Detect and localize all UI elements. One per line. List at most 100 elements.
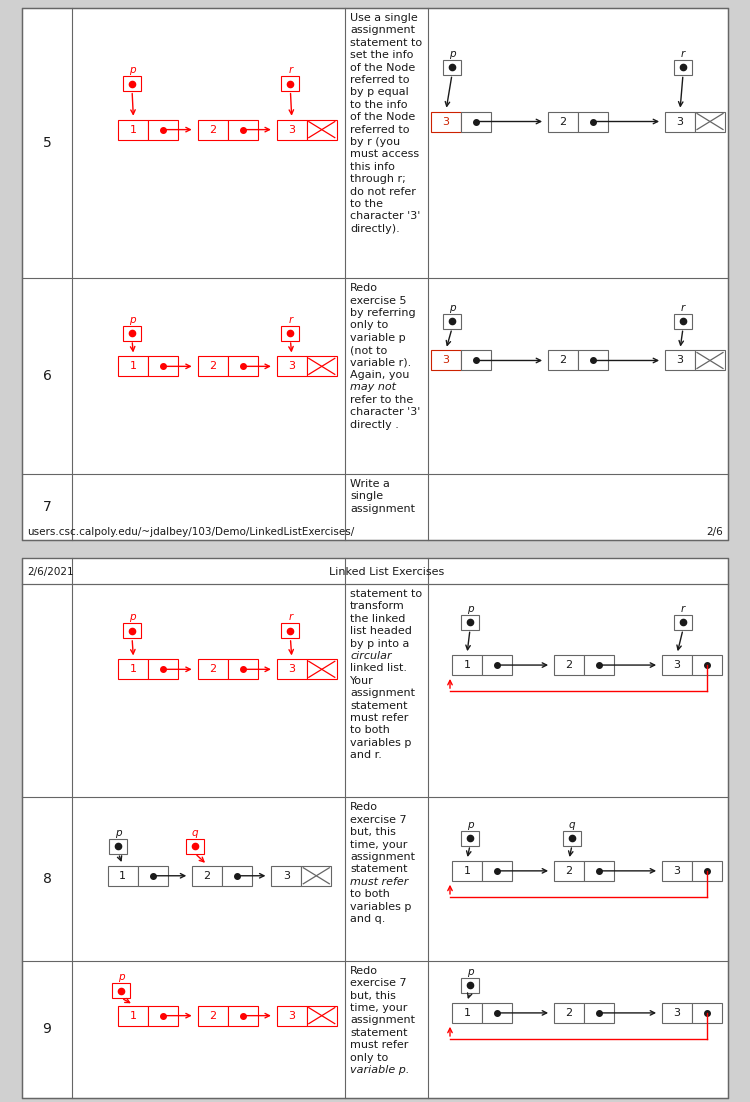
Bar	[584, 655, 614, 676]
Bar	[137, 866, 167, 886]
Bar	[452, 655, 482, 676]
Bar	[662, 1003, 692, 1023]
Bar	[107, 866, 137, 886]
Text: p: p	[448, 303, 455, 313]
Text: assignment: assignment	[350, 852, 415, 862]
Text: 1: 1	[130, 361, 137, 371]
Text: 3: 3	[288, 1011, 296, 1020]
Text: 1: 1	[130, 665, 137, 674]
Bar	[554, 861, 584, 880]
Text: 3: 3	[283, 871, 290, 880]
Bar	[482, 1003, 512, 1023]
Text: by referring: by referring	[350, 309, 416, 318]
Bar	[443, 60, 461, 75]
Text: r: r	[288, 65, 292, 75]
Text: by p into a: by p into a	[350, 638, 410, 649]
Bar	[578, 111, 608, 131]
Bar	[123, 624, 141, 638]
Text: 3: 3	[288, 665, 296, 674]
Text: assignment: assignment	[350, 25, 415, 35]
Text: set the info: set the info	[350, 51, 413, 61]
Bar	[148, 659, 178, 679]
Bar	[118, 356, 148, 377]
Text: 1: 1	[119, 871, 126, 880]
Text: 2: 2	[560, 356, 566, 366]
Bar	[302, 866, 332, 886]
Bar	[227, 356, 257, 377]
Text: through r;: through r;	[350, 174, 406, 184]
Text: this info: this info	[350, 162, 394, 172]
Text: 2: 2	[209, 125, 216, 134]
Text: q: q	[568, 820, 575, 830]
Bar	[461, 831, 479, 845]
Text: referred to: referred to	[350, 125, 410, 134]
Text: circular: circular	[350, 651, 392, 661]
Text: 2: 2	[566, 1008, 572, 1018]
Bar	[22, 8, 728, 540]
Bar	[692, 1003, 722, 1023]
Bar	[227, 120, 257, 140]
Text: statement: statement	[350, 701, 407, 711]
Text: 2/6: 2/6	[706, 527, 723, 537]
Bar	[281, 76, 299, 91]
Text: 3: 3	[674, 1008, 680, 1018]
Text: Use a single: Use a single	[350, 13, 418, 23]
Text: 3: 3	[674, 866, 680, 876]
Bar	[118, 120, 148, 140]
Text: variable p.: variable p.	[350, 1065, 410, 1074]
Text: r: r	[681, 48, 686, 58]
Bar	[695, 350, 725, 370]
Text: variable p: variable p	[350, 333, 406, 343]
Bar	[554, 1003, 584, 1023]
Bar	[277, 120, 307, 140]
Bar	[674, 314, 692, 328]
Bar	[272, 866, 302, 886]
Text: exercise 5: exercise 5	[350, 295, 406, 305]
Text: linked list.: linked list.	[350, 663, 407, 673]
Text: 3: 3	[442, 117, 449, 127]
Text: do not refer: do not refer	[350, 186, 416, 196]
Text: 2: 2	[566, 866, 572, 876]
Text: by p equal: by p equal	[350, 87, 409, 97]
Bar	[307, 1006, 337, 1026]
Bar	[584, 1003, 614, 1023]
Text: (not to: (not to	[350, 345, 387, 355]
Text: but, this: but, this	[350, 991, 396, 1001]
Bar	[674, 60, 692, 75]
Text: 1: 1	[464, 866, 470, 876]
Bar	[118, 1006, 148, 1026]
Bar	[443, 314, 461, 328]
Bar	[662, 861, 692, 880]
Bar	[578, 350, 608, 370]
Bar	[584, 861, 614, 880]
Bar	[692, 861, 722, 880]
Bar	[554, 655, 584, 676]
Text: users.csc.calpoly.edu/~jdalbey/103/Demo/LinkedListExercises/: users.csc.calpoly.edu/~jdalbey/103/Demo/…	[27, 527, 354, 537]
Text: the linked: the linked	[350, 614, 405, 624]
Text: assignment: assignment	[350, 504, 415, 514]
Text: p: p	[118, 972, 124, 983]
Bar	[227, 659, 257, 679]
Bar	[197, 659, 227, 679]
Text: 2: 2	[566, 660, 572, 670]
Text: variable r).: variable r).	[350, 358, 411, 368]
Bar	[123, 76, 141, 91]
Text: and r.: and r.	[350, 750, 382, 760]
Text: 2: 2	[209, 1011, 216, 1020]
Bar	[665, 111, 695, 131]
Text: 2/6/2021: 2/6/2021	[27, 568, 74, 577]
Text: 2: 2	[209, 665, 216, 674]
Text: and q.: and q.	[350, 914, 386, 923]
Text: to both: to both	[350, 725, 390, 735]
Text: list headed: list headed	[350, 626, 412, 636]
Text: q: q	[191, 828, 198, 838]
Text: Again, you: Again, you	[350, 370, 410, 380]
Text: of the Node: of the Node	[350, 112, 416, 122]
Text: statement: statement	[350, 1028, 407, 1038]
Text: 3: 3	[676, 117, 683, 127]
Bar	[563, 831, 581, 845]
Text: 1: 1	[130, 1011, 137, 1020]
Text: single: single	[350, 491, 383, 501]
Bar	[148, 356, 178, 377]
Bar	[461, 111, 491, 131]
